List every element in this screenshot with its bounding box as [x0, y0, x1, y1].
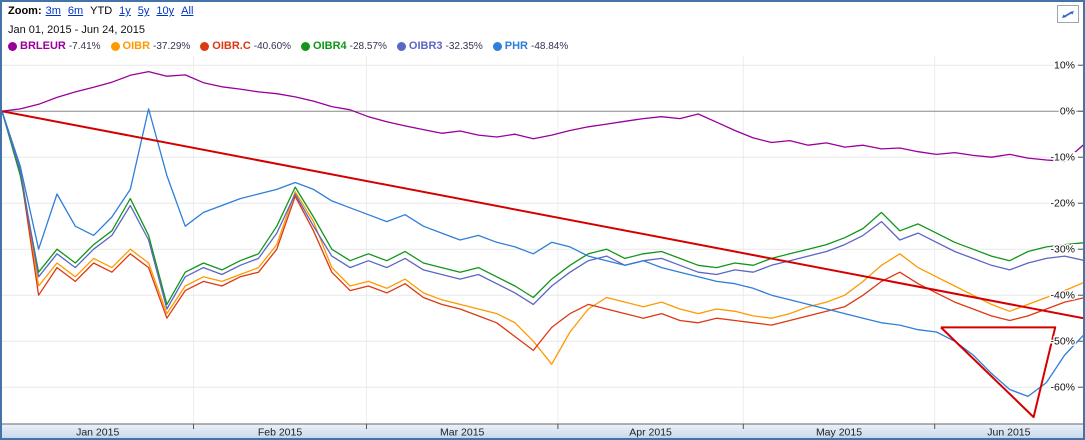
zoom-option-1y[interactable]: 1y [119, 5, 131, 17]
x-axis-band[interactable] [2, 424, 1083, 439]
zoom-controls: Zoom: 3m 6m YTD 1y 5y 10y All [8, 5, 200, 17]
legend-series-name: OIBR.C [212, 40, 251, 52]
legend-series-change: -48.84% [531, 40, 569, 52]
y-axis-label: 10% [1054, 60, 1075, 72]
y-axis-label: -60% [1050, 382, 1075, 394]
zoom-option-3m[interactable]: 3m [45, 5, 61, 17]
legend-bullet-icon [396, 41, 406, 51]
x-axis-label: Mar 2015 [440, 427, 485, 439]
legend-item-oibr3[interactable]: OIBR3 -32.35% [396, 40, 483, 52]
legend-bullet-icon [301, 41, 311, 51]
y-axis-label: 0% [1060, 106, 1075, 118]
triangle-annotation[interactable] [940, 326, 1057, 419]
series-line-oibr3[interactable] [2, 110, 1083, 310]
zoom-option-all[interactable]: All [181, 5, 194, 17]
legend-item-brleur[interactable]: BRLEUR -7.41% [8, 40, 101, 52]
legend-item-phr[interactable]: PHR -48.84% [492, 40, 569, 52]
expand-icon [1062, 10, 1074, 18]
legend-bullet-icon [8, 41, 17, 51]
zoom-option-6m[interactable]: 6m [67, 5, 84, 17]
series-line-brleur[interactable] [2, 70, 1083, 162]
x-axis-label: Apr 2015 [629, 427, 672, 439]
legend-series-change: -28.57% [349, 40, 387, 52]
legend-series-change: -37.29% [153, 40, 191, 52]
legend-series-change: -40.60% [253, 40, 292, 52]
legend-series-name: PHR [504, 40, 529, 52]
series-line-oibr.c[interactable] [2, 110, 1083, 352]
x-axis-label: May 2015 [816, 427, 862, 439]
legend-bullet-icon [492, 41, 502, 51]
legend-item-oibr[interactable]: OIBR -37.29% [110, 40, 191, 52]
series-line-phr[interactable] [2, 108, 1083, 398]
zoom-option-10y[interactable]: 10y [156, 5, 175, 17]
series-line-oibr[interactable] [2, 110, 1083, 365]
legend-series-name: OIBR4 [313, 40, 347, 52]
plot-area[interactable] [2, 56, 1083, 424]
x-axis-label: Jan 2015 [76, 427, 119, 439]
legend-item-oibr.c[interactable]: OIBR.C -40.60% [200, 40, 291, 52]
trendline-annotation[interactable] [2, 110, 1083, 320]
legend-series-change: -32.35% [445, 40, 483, 52]
expand-chart-button[interactable] [1057, 5, 1079, 23]
legend-series-name: OIBR3 [408, 40, 443, 52]
series-line-oibr4[interactable] [2, 110, 1083, 306]
x-axis-label: Feb 2015 [258, 427, 303, 439]
legend-series-name: OIBR [122, 40, 151, 52]
legend-bullet-icon [200, 41, 210, 51]
y-axis-label: -10% [1050, 152, 1075, 164]
zoom-label: Zoom: [8, 5, 42, 17]
y-axis-label: -50% [1050, 336, 1075, 348]
zoom-option-ytd[interactable]: YTD [90, 5, 113, 17]
y-axis-label: -40% [1050, 290, 1075, 302]
y-axis-label: -20% [1050, 198, 1075, 210]
legend-item-oibr4[interactable]: OIBR4 -28.57% [301, 40, 387, 52]
x-axis-label: Jun 2015 [987, 427, 1030, 439]
legend-bullet-icon [110, 41, 120, 51]
legend-series-name: BRLEUR [20, 40, 66, 52]
zoom-option-5y[interactable]: 5y [137, 5, 150, 17]
y-axis-label: -30% [1050, 244, 1075, 256]
legend-series-change: -7.41% [68, 40, 101, 52]
price-chart[interactable]: 10% 0% -10% -20% -30% -40% -50% -60% Jan 2015 Feb… [2, 56, 1083, 438]
date-range: Jan 01, 2015 - Jun 24, 2015 [8, 24, 145, 36]
legend: BRLEUR -7.41% OIBR -37.29% OIBR.C -40.60% OIBR… [8, 40, 568, 52]
